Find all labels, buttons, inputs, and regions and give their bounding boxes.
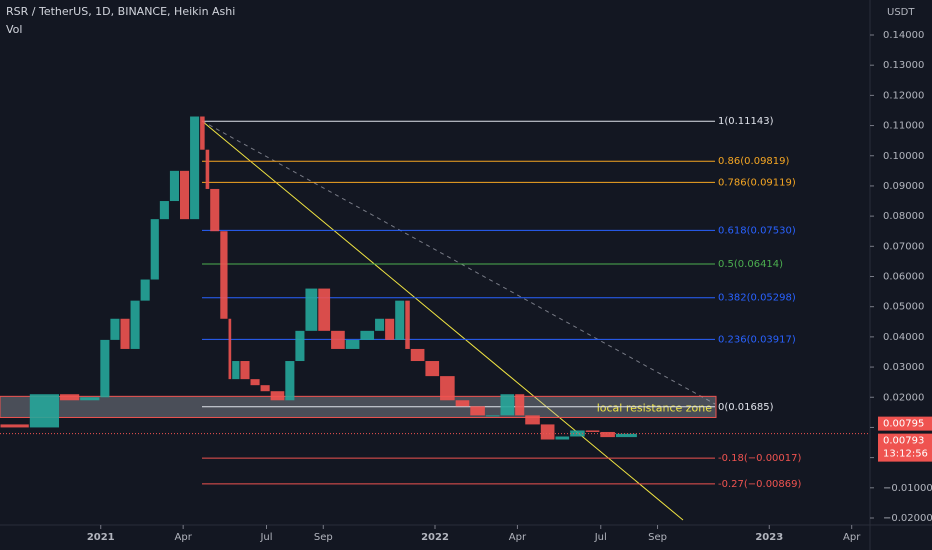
y-tick-label: 0.02000 — [883, 392, 924, 403]
candle — [485, 415, 500, 417]
candle — [190, 116, 200, 220]
y-tick-label: 0.07000 — [883, 241, 924, 252]
fib-label: 0.618(0.07530) — [718, 225, 796, 236]
candle — [395, 300, 405, 340]
candle — [140, 279, 150, 301]
candle — [130, 300, 140, 349]
x-tick-label: Jul — [594, 532, 607, 543]
x-tick-label: 2023 — [755, 532, 783, 543]
candle — [585, 430, 600, 432]
candle — [500, 394, 515, 416]
candle — [232, 361, 240, 380]
x-tick-label: 2022 — [421, 532, 449, 543]
trend-line — [201, 120, 684, 521]
candle — [150, 219, 159, 280]
candle — [60, 394, 80, 401]
candle — [318, 288, 331, 331]
dashed-trend-line — [201, 120, 716, 405]
candle — [515, 394, 525, 416]
candle — [220, 231, 228, 319]
candle — [425, 361, 440, 377]
y-tick-label: 0.03000 — [883, 362, 924, 373]
candle — [285, 361, 295, 401]
candle — [179, 170, 190, 220]
y-tick-label: 0.05000 — [883, 302, 924, 313]
fib-label: 0.86(0.09819) — [718, 156, 790, 167]
candle — [80, 397, 100, 401]
x-tick-label: Sep — [648, 532, 667, 543]
y-tick-label: 0.09000 — [883, 181, 924, 192]
candle — [555, 436, 570, 440]
price-box — [878, 416, 932, 431]
fib-label: 0.382(0.05298) — [718, 293, 796, 304]
candle — [570, 430, 585, 437]
candle — [470, 406, 485, 416]
y-tick-label: 0.08000 — [883, 211, 924, 222]
candle — [440, 376, 455, 401]
candle — [240, 361, 250, 380]
fib-label: 0.5(0.06414) — [718, 259, 783, 270]
candle — [205, 149, 210, 189]
candle — [385, 318, 395, 340]
candle — [455, 400, 470, 407]
candle — [200, 116, 205, 150]
candle — [375, 318, 385, 331]
volume-label: Vol — [6, 23, 22, 36]
candle — [305, 288, 318, 331]
y-tick-label: 0.10000 — [883, 151, 924, 162]
candle — [29, 394, 60, 428]
candle — [100, 339, 110, 398]
candle — [260, 385, 270, 392]
price-label: 0.00793 — [883, 436, 924, 447]
countdown: 13:12:56 — [883, 449, 928, 460]
y-tick-label: 0.12000 — [883, 90, 924, 101]
x-tick-label: Apr — [843, 532, 861, 543]
y-tick-label: 0.14000 — [883, 30, 924, 41]
candle — [228, 318, 232, 380]
fib-label: 0.236(0.03917) — [718, 334, 796, 345]
candle — [540, 424, 555, 440]
y-tick-label: 0.04000 — [883, 332, 924, 343]
candle — [405, 300, 410, 349]
candle — [169, 170, 179, 202]
x-tick-label: 2021 — [87, 532, 115, 543]
fib-label: 0.786(0.09119) — [718, 177, 796, 188]
candle — [120, 318, 130, 349]
fib-label: -0.27(−0.00869) — [718, 479, 802, 490]
candle — [159, 201, 169, 220]
chart-title: RSR / TetherUS, 1D, BINANCE, Heikin Ashi — [6, 5, 235, 18]
candle — [270, 391, 285, 401]
fib-label: 0(0.01685) — [718, 402, 774, 413]
fib-label: 1(0.11143) — [718, 116, 774, 127]
y-tick-label: 0.13000 — [883, 60, 924, 71]
candle — [360, 330, 375, 340]
zone-label: local resistance zone — [597, 401, 713, 414]
candle — [110, 318, 120, 340]
candle — [210, 188, 220, 232]
candle — [0, 424, 29, 428]
x-tick-label: Apr — [509, 532, 527, 543]
candle — [615, 433, 637, 438]
x-tick-label: Jul — [259, 532, 272, 543]
y-tick-label: −0.02000 — [883, 513, 932, 524]
y-tick-label: −0.01000 — [883, 483, 932, 494]
x-tick-label: Sep — [314, 532, 333, 543]
candle — [410, 348, 425, 362]
candle — [345, 339, 360, 349]
fib-label: -0.18(−0.00017) — [718, 453, 802, 464]
candle — [250, 379, 260, 386]
price-box — [878, 433, 932, 462]
y-tick-label: 0.06000 — [883, 272, 924, 283]
candle — [295, 330, 305, 362]
price-label: 0.00795 — [883, 419, 924, 430]
candle — [525, 415, 540, 425]
y-tick-label: 0.11000 — [883, 121, 924, 132]
candle — [600, 431, 615, 438]
y-axis-label: USDT — [887, 7, 915, 18]
x-tick-label: Apr — [175, 532, 193, 543]
candle — [331, 330, 345, 349]
